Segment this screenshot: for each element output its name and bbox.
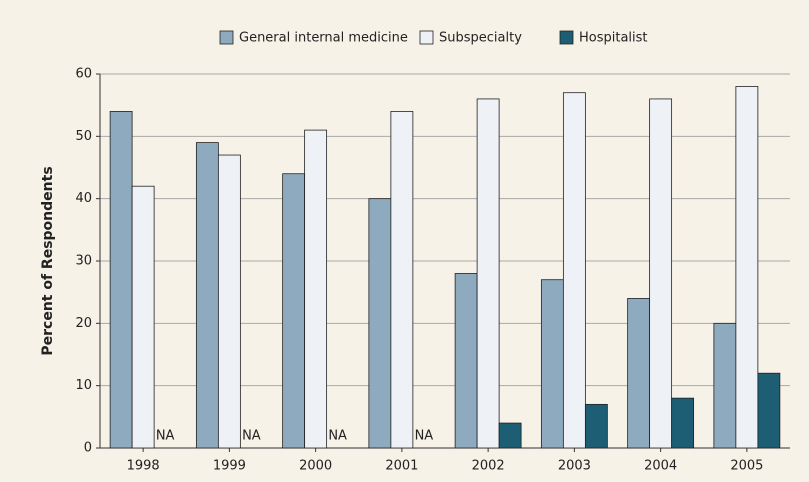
bar: [304, 129, 328, 449]
bar: [562, 92, 586, 449]
value-label: NA: [415, 429, 434, 444]
bar: [195, 142, 219, 449]
bar: [735, 86, 759, 449]
bar: [454, 273, 478, 449]
y-tick-label: 50: [75, 129, 92, 144]
bar: [131, 185, 155, 449]
x-tick-label: 1998: [127, 459, 160, 474]
value-label: NA: [328, 429, 347, 444]
legend-swatch: [219, 30, 234, 45]
value-label: NA: [156, 429, 175, 444]
legend-label: General internal medicine: [239, 31, 408, 46]
bar: [390, 111, 414, 449]
legend-swatch: [559, 30, 574, 45]
bar: [584, 403, 608, 449]
y-tick-label: 40: [75, 191, 92, 206]
x-tick-label: 2002: [472, 459, 505, 474]
value-label: NA: [242, 429, 261, 444]
bar: [757, 372, 781, 449]
bar: [649, 98, 673, 449]
bar: [109, 111, 133, 449]
x-tick-label: 2001: [385, 459, 418, 474]
y-tick-label: 30: [75, 254, 92, 269]
bar: [713, 322, 737, 449]
legend-swatch: [419, 30, 434, 45]
x-tick-label: 1999: [213, 459, 246, 474]
y-tick-label: 0: [84, 441, 92, 456]
bar: [282, 173, 306, 449]
y-axis-label: Percent of Respondents: [40, 166, 56, 355]
bar: [368, 198, 392, 449]
x-tick-label: 2000: [299, 459, 332, 474]
x-tick-label: 2005: [730, 459, 763, 474]
bar: [498, 422, 522, 449]
y-tick-label: 20: [75, 316, 92, 331]
bar: [540, 279, 564, 449]
legend-label: Hospitalist: [579, 31, 648, 46]
bar: [476, 98, 500, 449]
bar: [627, 297, 651, 449]
y-tick-label: 10: [75, 378, 92, 393]
x-tick-label: 2004: [644, 459, 677, 474]
y-tick-label: 60: [75, 67, 92, 82]
bar: [671, 397, 695, 449]
x-tick-label: 2003: [558, 459, 591, 474]
legend-label: Subspecialty: [439, 31, 522, 46]
bar: [217, 154, 241, 449]
